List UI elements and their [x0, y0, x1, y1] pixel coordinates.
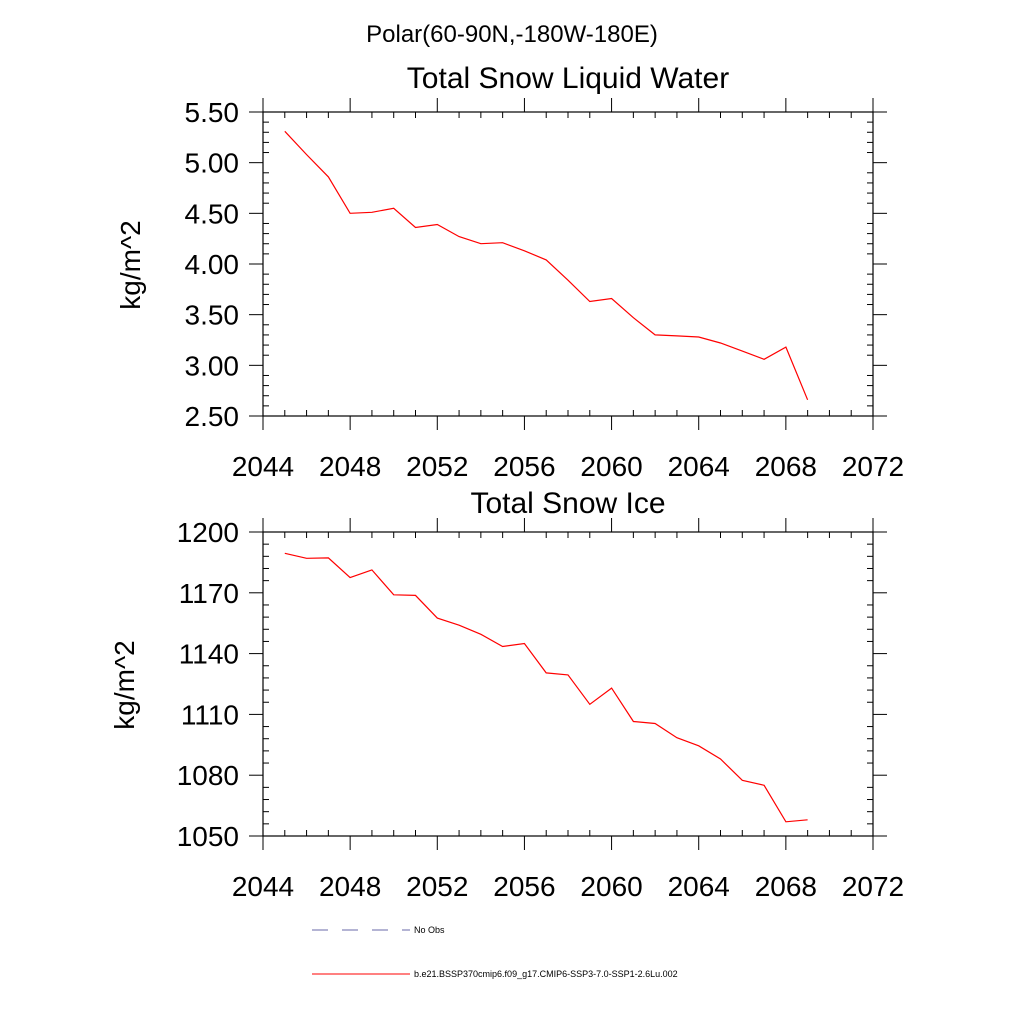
- figure-suptitle: Polar(60-90N,-180W-180E): [366, 21, 658, 48]
- x-tick-label: 2048: [319, 871, 381, 902]
- series-line: [284, 552, 808, 823]
- x-tick-label: 2044: [232, 871, 294, 902]
- series-line: [284, 130, 809, 401]
- plot-frame: [262, 531, 874, 837]
- y-tick-label: 3.00: [185, 350, 240, 381]
- x-tick-label: 2060: [580, 871, 642, 902]
- x-tick-label: 2064: [668, 451, 730, 482]
- x-tick-label: 2068: [755, 871, 817, 902]
- y-tick-label: 5.50: [185, 97, 240, 128]
- x-tick-label: 2052: [406, 871, 468, 902]
- y-tick-label: 4.00: [185, 249, 240, 280]
- y-tick-label: 1200: [177, 517, 239, 548]
- panel-title: Total Snow Liquid Water: [407, 62, 729, 95]
- x-tick-label: 2060: [580, 451, 642, 482]
- panel-total-snow-liquid-water: Total Snow Liquid Water kg/m^2 2044 2048 2…: [115, 62, 904, 482]
- x-tick-label: 2072: [842, 451, 904, 482]
- legend-label-model: b.e21.BSSP370cmip6.f09_g17.CMIP6-SSP3-7.…: [414, 969, 678, 979]
- y-tick-label: 2.50: [185, 401, 240, 432]
- panel-title: Total Snow Ice: [470, 487, 665, 520]
- y-tick-label: 1080: [177, 760, 239, 791]
- x-tick-label: 2056: [493, 451, 555, 482]
- x-tick-label: 2044: [232, 451, 294, 482]
- x-tick-label: 2064: [668, 871, 730, 902]
- panel-total-snow-ice: Total Snow Ice kg/m^2 2044 2048 2052 2056 20…: [109, 487, 904, 902]
- y-tick-label: 4.50: [185, 198, 240, 229]
- x-tick-label: 2052: [406, 451, 468, 482]
- legend: No Obs b.e21.BSSP370cmip6.f09_g17.CMIP6-…: [312, 925, 678, 979]
- y-tick-label: 5.00: [185, 148, 240, 179]
- y-axis-label: kg/m^2: [109, 640, 140, 729]
- y-tick-label: 1110: [181, 699, 239, 730]
- x-tick-label: 2056: [493, 871, 555, 902]
- y-tick-label: 3.50: [185, 300, 240, 331]
- x-tick-label: 2048: [319, 451, 381, 482]
- y-tick-label: 1140: [179, 639, 239, 670]
- x-tick-label: 2068: [755, 451, 817, 482]
- y-tick-label: 1050: [177, 821, 239, 852]
- y-axis-label: kg/m^2: [115, 220, 146, 309]
- y-tick-label: 1170: [179, 578, 239, 609]
- legend-label-no-obs: No Obs: [414, 925, 445, 935]
- x-tick-label: 2072: [842, 871, 904, 902]
- plot-frame: [262, 111, 874, 417]
